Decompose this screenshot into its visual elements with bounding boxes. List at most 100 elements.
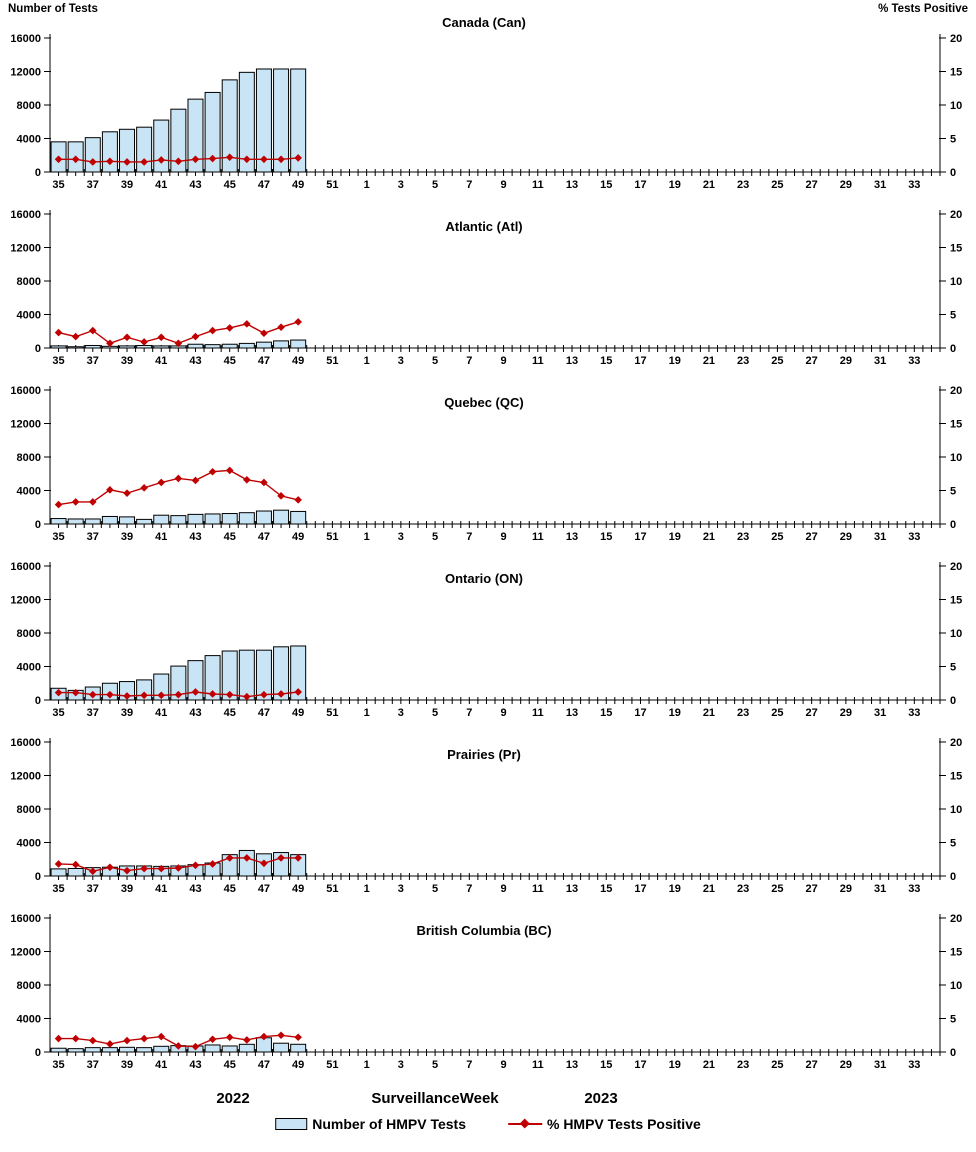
svg-text:43: 43	[189, 179, 201, 189]
bar-week-40	[136, 344, 153, 349]
svg-text:12000: 12000	[10, 595, 41, 607]
svg-text:19: 19	[669, 1059, 681, 1069]
legend-label-tests: Number of HMPV Tests	[312, 1116, 466, 1132]
svg-text:19: 19	[669, 355, 681, 365]
svg-text:39: 39	[121, 179, 133, 189]
svg-text:41: 41	[155, 179, 167, 189]
svg-text:5: 5	[432, 707, 438, 717]
chart-title-ontario: Ontario (ON)	[445, 571, 523, 586]
bar-week-39	[119, 345, 136, 349]
bar-week-35	[50, 868, 67, 877]
svg-text:23: 23	[737, 179, 749, 189]
diamond-marker-week-49	[294, 154, 302, 162]
svg-text:31: 31	[874, 883, 886, 893]
bar-swatch-icon	[275, 1118, 308, 1130]
svg-text:16000: 16000	[10, 385, 41, 397]
diamond-marker-week-45	[225, 324, 234, 332]
bars-number-of-tests	[50, 509, 307, 525]
svg-text:16000: 16000	[10, 913, 41, 925]
svg-text:15: 15	[600, 707, 612, 717]
svg-text:29: 29	[840, 531, 852, 541]
bar-week-38	[101, 131, 118, 173]
svg-text:1: 1	[364, 883, 370, 893]
bar-week-44	[204, 655, 221, 701]
svg-text:5: 5	[432, 531, 438, 541]
svg-text:25: 25	[771, 883, 783, 893]
svg-text:37: 37	[87, 531, 99, 541]
diamond-marker-week-46	[243, 475, 251, 484]
svg-text:43: 43	[189, 1059, 201, 1069]
svg-text:3: 3	[398, 531, 404, 541]
svg-text:31: 31	[874, 179, 886, 189]
diamond-marker-week-39	[123, 158, 131, 166]
svg-text:0: 0	[35, 167, 41, 179]
diamond-marker-week-45	[225, 153, 234, 162]
svg-text:0: 0	[950, 871, 956, 883]
svg-text:49: 49	[292, 179, 304, 189]
svg-text:11: 11	[532, 707, 544, 717]
bar-week-44	[204, 513, 221, 525]
chart-title-canada: Canada (Can)	[442, 15, 526, 30]
diamond-marker-week-43	[191, 688, 200, 696]
diamond-marker-week-47	[260, 859, 268, 868]
bar-week-43	[187, 513, 204, 525]
svg-text:5: 5	[950, 838, 956, 850]
diamond-marker-week-43	[191, 476, 200, 485]
diamond-marker-week-47	[260, 1032, 268, 1041]
svg-text:21: 21	[703, 707, 715, 717]
bar-week-44	[204, 91, 221, 173]
bar-week-35	[50, 1047, 67, 1053]
svg-text:33: 33	[908, 179, 920, 189]
diamond-marker-week-37	[88, 1036, 97, 1045]
svg-text:21: 21	[703, 355, 715, 365]
bar-week-37	[84, 1047, 101, 1053]
diamond-marker-week-37	[88, 690, 97, 699]
diamond-marker-week-39	[123, 692, 131, 700]
svg-text:7: 7	[466, 1059, 472, 1069]
x-axis-year-2023: 2023	[584, 1090, 618, 1107]
svg-text:11: 11	[532, 355, 544, 365]
diamond-marker-week-40	[140, 158, 148, 166]
bar-week-47	[255, 341, 272, 349]
svg-text:33: 33	[908, 355, 920, 365]
diamond-marker-week-38	[106, 1040, 114, 1048]
line-percent-positive	[54, 1031, 302, 1051]
svg-text:12000: 12000	[10, 67, 41, 79]
svg-text:51: 51	[326, 1059, 338, 1069]
bar-week-47	[255, 68, 272, 173]
svg-text:35: 35	[52, 179, 64, 189]
diamond-marker-icon	[519, 1118, 530, 1129]
bar-week-45	[221, 513, 238, 525]
diamond-marker-week-37	[88, 498, 97, 506]
svg-text:17: 17	[634, 179, 646, 189]
bar-week-37	[84, 518, 101, 525]
svg-text:47: 47	[258, 1059, 270, 1069]
svg-text:51: 51	[326, 707, 338, 717]
svg-text:15: 15	[950, 67, 962, 79]
svg-text:0: 0	[950, 1047, 956, 1059]
diamond-marker-week-41	[157, 333, 166, 342]
svg-text:20: 20	[950, 385, 962, 397]
svg-text:41: 41	[155, 707, 167, 717]
svg-text:10: 10	[950, 628, 962, 640]
svg-text:20: 20	[950, 33, 962, 45]
svg-text:16000: 16000	[10, 209, 41, 221]
svg-text:35: 35	[52, 531, 64, 541]
bar-week-37	[84, 137, 101, 173]
bar-week-48	[273, 68, 290, 173]
bar-week-35	[50, 518, 67, 525]
svg-text:13: 13	[566, 707, 578, 717]
diamond-marker-week-48	[277, 492, 285, 500]
svg-text:39: 39	[121, 531, 133, 541]
diamond-marker-week-41	[157, 478, 166, 487]
svg-text:8000: 8000	[17, 276, 41, 288]
diamond-marker-week-38	[106, 863, 114, 872]
svg-text:29: 29	[840, 883, 852, 893]
diamond-marker-week-38	[106, 339, 114, 348]
svg-text:31: 31	[874, 707, 886, 717]
diamond-marker-week-44	[208, 154, 217, 163]
diamond-marker-week-46	[243, 1036, 251, 1044]
diamond-marker-week-44	[208, 860, 217, 868]
